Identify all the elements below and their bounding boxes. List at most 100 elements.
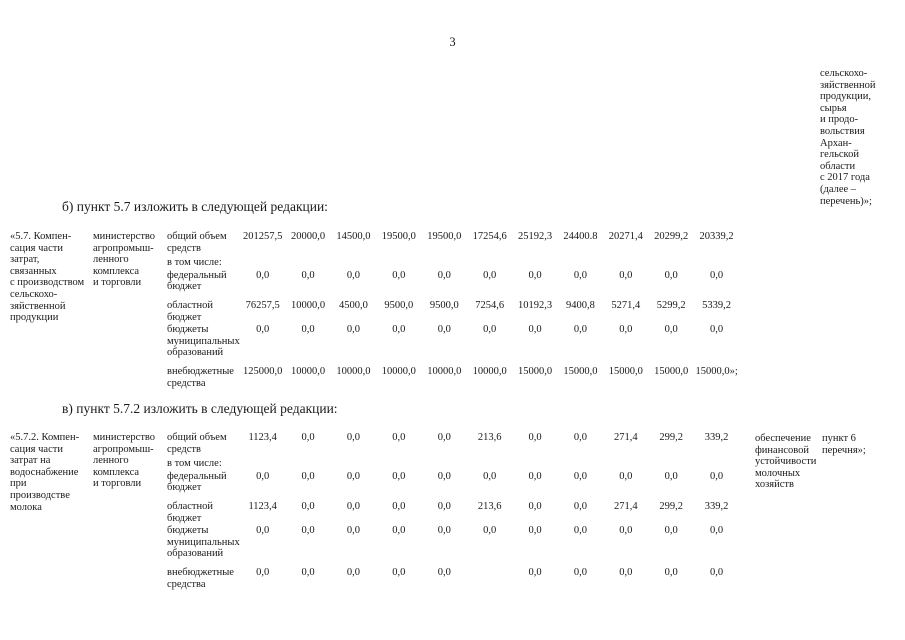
value-cell: 14500,0	[336, 231, 371, 242]
value-cell: 0,0	[392, 500, 406, 512]
value-cell: 213,6	[477, 500, 502, 512]
value-cell: 0,0	[664, 269, 678, 281]
value-cell: 0,0	[301, 432, 315, 443]
value-cell: 7254,6	[475, 299, 505, 311]
value-cell: 0,0	[256, 525, 270, 537]
value-cell: 0,0	[437, 324, 451, 336]
row-label: общий объем средств	[167, 231, 227, 254]
table-row: областной бюджет 76257,5 10000,0 4500,0 950…	[167, 300, 739, 323]
value-cell: 339,2	[704, 500, 729, 512]
value-cell: 0,0	[573, 566, 587, 578]
value-cell: 9500,0	[384, 299, 414, 311]
value-cell: 0,0	[301, 525, 315, 537]
value-cell: 0,0	[528, 324, 542, 336]
value-cell: 15000,0	[608, 365, 643, 377]
value-cell: 0,0	[392, 525, 406, 537]
row-label: федеральный бюджет	[167, 470, 227, 494]
value-cell: 0,0	[573, 525, 587, 537]
value-cell: 10000,0	[472, 365, 507, 377]
table-row: внебюджетные средства 125000,0 10000,0 100…	[167, 366, 739, 389]
value-cell: 15000,0	[654, 365, 689, 377]
value-cell: 0,0	[437, 470, 451, 482]
table-row: общий объем средств 1123,4 0,0 0,0 0,0 0,0 21…	[167, 432, 739, 455]
value-cell: 0,0	[301, 500, 315, 512]
value-cell: 10192,3	[517, 299, 553, 311]
value-cell: 0,0	[392, 324, 406, 336]
table-row: областной бюджет 1123,4 0,0 0,0 0,0 0,0 213,6…	[167, 501, 739, 524]
value-cell: 0,0	[528, 500, 542, 512]
value-cell: 5339,2	[702, 299, 732, 311]
section-heading-v: в) пункт 5.7.2 изложить в следующей реда…	[62, 401, 338, 416]
value-cell: 0,0	[301, 470, 315, 482]
item-title-cell: «5.7.2. Компен- сация части затрат на во…	[10, 432, 80, 513]
value-cell: 24400.8	[563, 231, 598, 242]
value-cell: 15000,0»;	[695, 365, 738, 377]
value-cell: 0,0	[619, 566, 633, 578]
value-cell: 0,0	[528, 269, 542, 281]
table-row: бюджеты муниципальных образований 0,0 0,0…	[167, 324, 739, 359]
value-cell: 0,0	[619, 324, 633, 336]
budget-table-5-7-2: «5.7.2. Компен- сация части затрат на во…	[10, 432, 866, 590]
value-cell: 0,0	[346, 566, 361, 578]
value-cell: 0,0	[256, 566, 270, 578]
value-cell: 125000,0	[243, 365, 283, 377]
value-cell: 5299,2	[656, 299, 686, 311]
value-cell: 0,0	[483, 269, 497, 281]
value-cell: 0,0	[710, 324, 724, 336]
purpose-cell: обеспечение финансовой устойчивости моло…	[755, 433, 817, 491]
value-cell: 10000,0	[381, 365, 416, 377]
row-label: бюджеты муниципальных образований	[167, 525, 240, 560]
value-cell: 0,0	[392, 470, 406, 482]
value-cell: 0,0	[619, 269, 633, 281]
value-cell: 0,0	[256, 269, 270, 281]
value-cell: 1123,4	[248, 500, 277, 512]
value-cell: 25192,3	[517, 231, 553, 242]
value-cell: 19500,0	[381, 231, 416, 242]
value-cell: 0,0	[710, 470, 724, 482]
value-cell: 20339,2	[699, 231, 734, 242]
value-cell: 299,2	[659, 432, 684, 443]
value-cell: 0,0	[573, 269, 587, 281]
value-cell: 0,0	[346, 470, 361, 482]
table-row: в том числе:	[167, 257, 739, 269]
value-cell: 0,0	[301, 324, 315, 336]
row-label: внебюджетные средства	[167, 365, 234, 389]
row-label: в том числе:	[167, 257, 222, 269]
value-cell: 17254,6	[472, 231, 507, 242]
value-cell: 0,0	[528, 470, 542, 482]
table-row: в том числе:	[167, 458, 739, 470]
value-cell: 0,0	[256, 324, 270, 336]
value-cell: 201257,5	[243, 231, 283, 242]
table-row: федеральный бюджет 0,0 0,0 0,0 0,0 0,0 0,0 0,0…	[167, 270, 739, 293]
value-cell: 0,0	[437, 500, 451, 512]
value-cell: 20299,2	[654, 231, 689, 242]
row-label: федеральный бюджет	[167, 269, 227, 293]
ministry-cell: министерство агропромыш- ленного комплек…	[93, 432, 156, 490]
value-cell: 19500,0	[427, 231, 462, 242]
budget-table-5-7: «5.7. Компен- сация части затрат, связан…	[10, 231, 739, 389]
value-cell: 299,2	[659, 500, 684, 512]
value-cell: 0,0	[619, 525, 633, 537]
section-heading-b: б) пункт 5.7 изложить в следующей редакц…	[62, 199, 328, 214]
value-cell: 20000,0	[291, 231, 326, 242]
value-cell: 0,0	[301, 566, 315, 578]
reference-cell: пункт 6 перечня»;	[822, 433, 866, 456]
row-label: областной бюджет	[167, 500, 213, 524]
table-row: общий объем средств 201257,5 20000,0 14500…	[167, 231, 739, 254]
ministry-cell: министерство агропромыш- ленного комплек…	[93, 231, 156, 289]
value-cell: 271,4	[614, 432, 638, 443]
value-cell: 0,0	[301, 269, 315, 281]
table-rows: общий объем средств 1123,4 0,0 0,0 0,0 0,0 21…	[167, 432, 739, 590]
value-cell: 0,0	[573, 470, 587, 482]
value-cell: 0,0	[346, 324, 361, 336]
row-label: внебюджетные средства	[167, 566, 234, 590]
row-label: в том числе:	[167, 458, 222, 470]
value-cell: 0,0	[256, 470, 270, 482]
value-cell: 20271,4	[608, 231, 643, 242]
value-cell: 0,0	[437, 566, 451, 578]
value-cell: 0,0	[392, 566, 406, 578]
value-cell: 10000,0	[291, 365, 326, 377]
value-cell: 76257,5	[245, 299, 280, 311]
value-cell: 0,0	[346, 500, 361, 512]
carryover-note: сельскохо- зяйственной продукции, сырья …	[820, 68, 876, 207]
